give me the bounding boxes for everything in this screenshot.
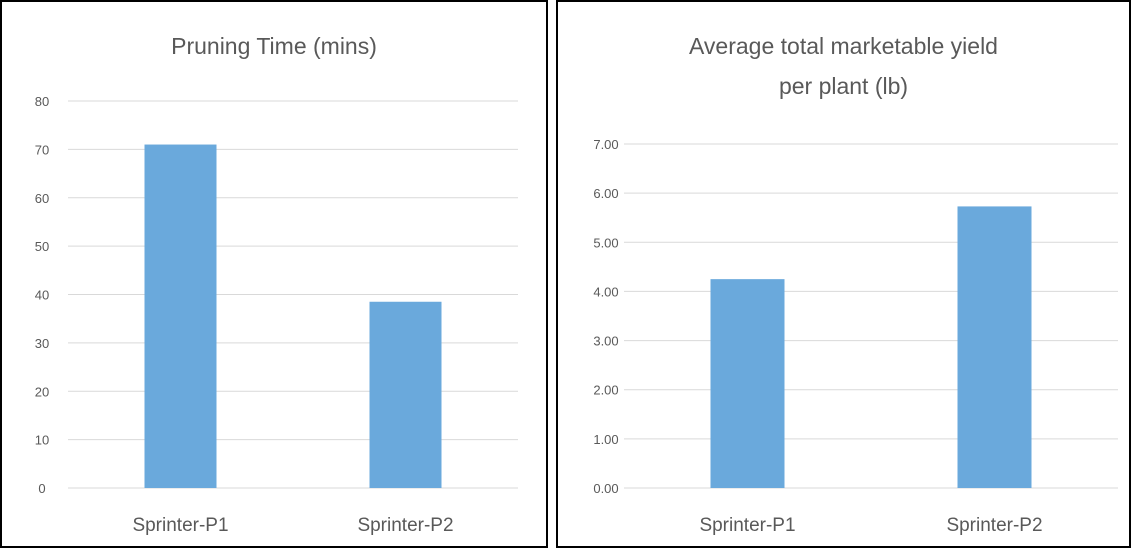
chart-title-line: per plant (lb) — [779, 73, 908, 99]
y-tick-label: 0.00 — [593, 481, 618, 496]
y-tick-label: 60 — [35, 191, 49, 206]
y-tick-label: 80 — [35, 94, 49, 109]
chart-marketable-yield: Average total marketable yield per plant … — [593, 33, 1118, 536]
y-tick-label: 2.00 — [593, 383, 618, 398]
y-tick-label: 1.00 — [593, 432, 618, 447]
chart-title-line: Pruning Time (mins) — [171, 33, 377, 59]
bar-sprinter-p1 — [710, 279, 785, 488]
bar-sprinter-p2 — [369, 301, 442, 488]
x-category-label: Sprinter-P1 — [699, 515, 795, 536]
y-tick-label: 3.00 — [593, 334, 618, 349]
x-category-label: Sprinter-P2 — [357, 515, 453, 536]
chart-title-line: Average total marketable yield — [689, 33, 998, 59]
y-tick-label: 6.00 — [593, 186, 618, 201]
y-tick-label: 10 — [35, 433, 49, 448]
x-category-label: Sprinter-P1 — [132, 515, 228, 536]
y-tick-label: 30 — [35, 336, 49, 351]
y-tick-label: 70 — [35, 142, 49, 157]
bar-sprinter-p2 — [957, 206, 1032, 488]
chart-pruning-time: Pruning Time (mins) 0 10 20 30 40 50 60 70 80 Spri… — [35, 33, 518, 536]
chart-panel-marketable-yield: Average total marketable yield per plant … — [556, 0, 1131, 548]
y-tick-label: 0 — [38, 481, 45, 496]
y-tick-label: 5.00 — [593, 235, 618, 250]
y-tick-label: 7.00 — [593, 137, 618, 152]
y-tick-label: 40 — [35, 288, 49, 303]
y-tick-label: 20 — [35, 384, 49, 399]
y-tick-label: 4.00 — [593, 284, 618, 299]
x-category-label: Sprinter-P2 — [946, 515, 1042, 536]
y-tick-label: 50 — [35, 239, 49, 254]
chart-panel-pruning-time: Pruning Time (mins) 0 10 20 30 40 50 60 70 80 Spri… — [0, 0, 548, 548]
bar-sprinter-p1 — [144, 144, 217, 488]
